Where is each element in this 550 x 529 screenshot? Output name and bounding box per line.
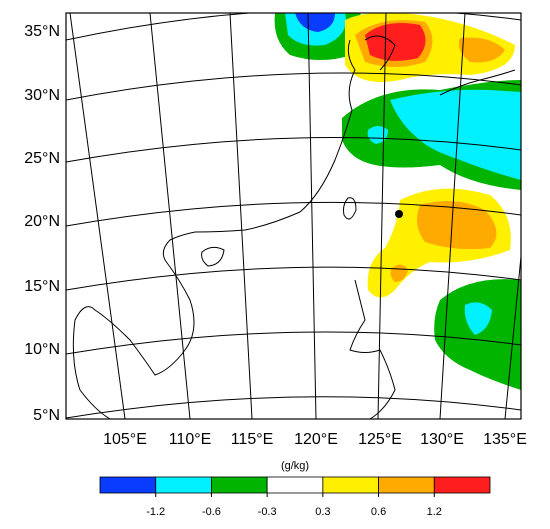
lon-label: 125°E <box>358 431 402 448</box>
contour-green <box>434 279 521 390</box>
contour-cyan <box>390 89 521 180</box>
lon-label: 110°E <box>169 431 212 448</box>
lat-label: 35°N <box>24 23 60 40</box>
contour-cyan <box>464 302 492 335</box>
colorbar-swatch <box>433 476 491 494</box>
lon-label: 135°E <box>483 431 527 448</box>
lat-label: 20°N <box>24 213 60 230</box>
contour-blue <box>295 13 335 32</box>
lat-label: 15°N <box>24 278 60 295</box>
lat-labels: 35°N 30°N 25°N 20°N 15°N 10°N 5°N <box>24 23 60 424</box>
lon-label: 130°E <box>420 431 464 448</box>
marker <box>395 210 403 218</box>
lat-label: 5°N <box>33 407 60 424</box>
colorbar-swatch <box>155 476 212 494</box>
lon-label: 120°E <box>294 431 338 448</box>
contour-orange <box>416 201 497 250</box>
lat-label: 25°N <box>24 150 60 167</box>
coastline <box>72 35 516 419</box>
lat-label: 30°N <box>24 87 60 104</box>
colorbar-swatch <box>266 476 324 494</box>
contour-cyan <box>367 126 388 144</box>
map-frame <box>65 12 522 420</box>
colorbar-swatch <box>99 476 157 494</box>
colorbar-label: -0.6 <box>202 506 221 518</box>
lat-label: 10°N <box>24 341 60 358</box>
lon-label: 115°E <box>231 431 274 448</box>
colorbar-swatch <box>322 476 379 494</box>
colorbar-unit: (g/kg) <box>281 460 309 472</box>
contour-orange <box>458 37 505 63</box>
colorbar-label: -1.2 <box>146 506 165 518</box>
map-area <box>66 13 521 419</box>
colorbar-swatch <box>378 476 435 494</box>
colorbar-label: 1.2 <box>427 506 442 518</box>
colorbar-label: 0.6 <box>371 506 386 518</box>
contour-red <box>365 22 426 61</box>
colorbar-label: 0.3 <box>315 506 330 518</box>
lon-labels: 105°E 110°E 115°E 120°E 125°E 130°E 135°E <box>103 431 527 448</box>
lon-label: 105°E <box>103 431 147 448</box>
colorbar-swatch <box>211 476 268 494</box>
colorbar: -1.2 -0.6 -0.3 0.3 0.6 1.2 <box>99 476 491 518</box>
colorbar-label: -0.3 <box>258 506 277 518</box>
